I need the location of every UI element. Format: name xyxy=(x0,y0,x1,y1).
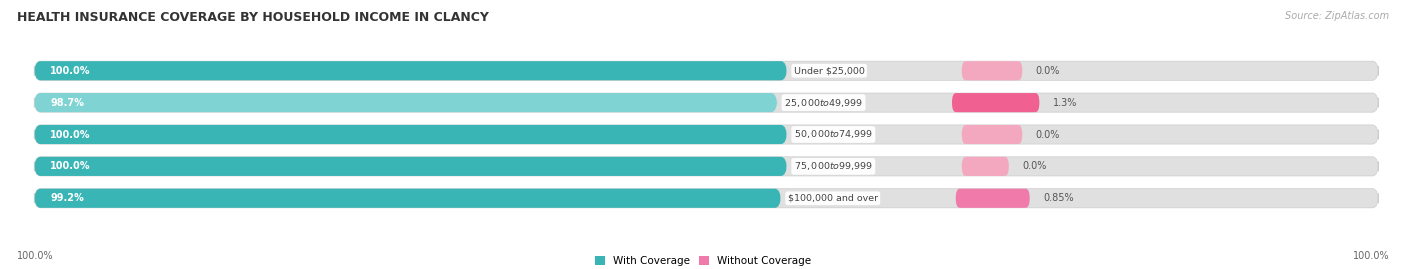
Text: $25,000 to $49,999: $25,000 to $49,999 xyxy=(785,97,863,109)
FancyBboxPatch shape xyxy=(34,93,1378,112)
Text: 0.0%: 0.0% xyxy=(1036,129,1060,140)
Text: 100.0%: 100.0% xyxy=(51,66,91,76)
FancyBboxPatch shape xyxy=(956,189,1029,208)
FancyBboxPatch shape xyxy=(952,93,1039,112)
Text: 0.0%: 0.0% xyxy=(1036,66,1060,76)
Text: 1.3%: 1.3% xyxy=(1053,98,1077,108)
Legend: With Coverage, Without Coverage: With Coverage, Without Coverage xyxy=(591,252,815,269)
FancyBboxPatch shape xyxy=(962,125,1022,144)
Text: 98.7%: 98.7% xyxy=(51,98,84,108)
Text: $100,000 and over: $100,000 and over xyxy=(787,194,877,203)
FancyBboxPatch shape xyxy=(34,189,780,208)
FancyBboxPatch shape xyxy=(34,61,1378,80)
FancyBboxPatch shape xyxy=(962,157,1010,176)
FancyBboxPatch shape xyxy=(962,61,1022,80)
FancyBboxPatch shape xyxy=(34,93,778,112)
Text: $50,000 to $74,999: $50,000 to $74,999 xyxy=(794,129,873,140)
Text: 0.0%: 0.0% xyxy=(1022,161,1046,171)
FancyBboxPatch shape xyxy=(34,157,1378,176)
FancyBboxPatch shape xyxy=(34,125,1378,144)
Text: 99.2%: 99.2% xyxy=(51,193,84,203)
Text: $75,000 to $99,999: $75,000 to $99,999 xyxy=(794,160,873,172)
FancyBboxPatch shape xyxy=(34,157,787,176)
Text: 0.85%: 0.85% xyxy=(1043,193,1074,203)
Text: 100.0%: 100.0% xyxy=(17,251,53,261)
FancyBboxPatch shape xyxy=(34,125,787,144)
Text: 100.0%: 100.0% xyxy=(51,129,91,140)
FancyBboxPatch shape xyxy=(34,189,1378,208)
Text: Under $25,000: Under $25,000 xyxy=(794,66,865,75)
Text: 100.0%: 100.0% xyxy=(51,161,91,171)
Text: Source: ZipAtlas.com: Source: ZipAtlas.com xyxy=(1285,11,1389,21)
Text: 100.0%: 100.0% xyxy=(1353,251,1389,261)
FancyBboxPatch shape xyxy=(34,61,787,80)
Text: HEALTH INSURANCE COVERAGE BY HOUSEHOLD INCOME IN CLANCY: HEALTH INSURANCE COVERAGE BY HOUSEHOLD I… xyxy=(17,11,489,24)
